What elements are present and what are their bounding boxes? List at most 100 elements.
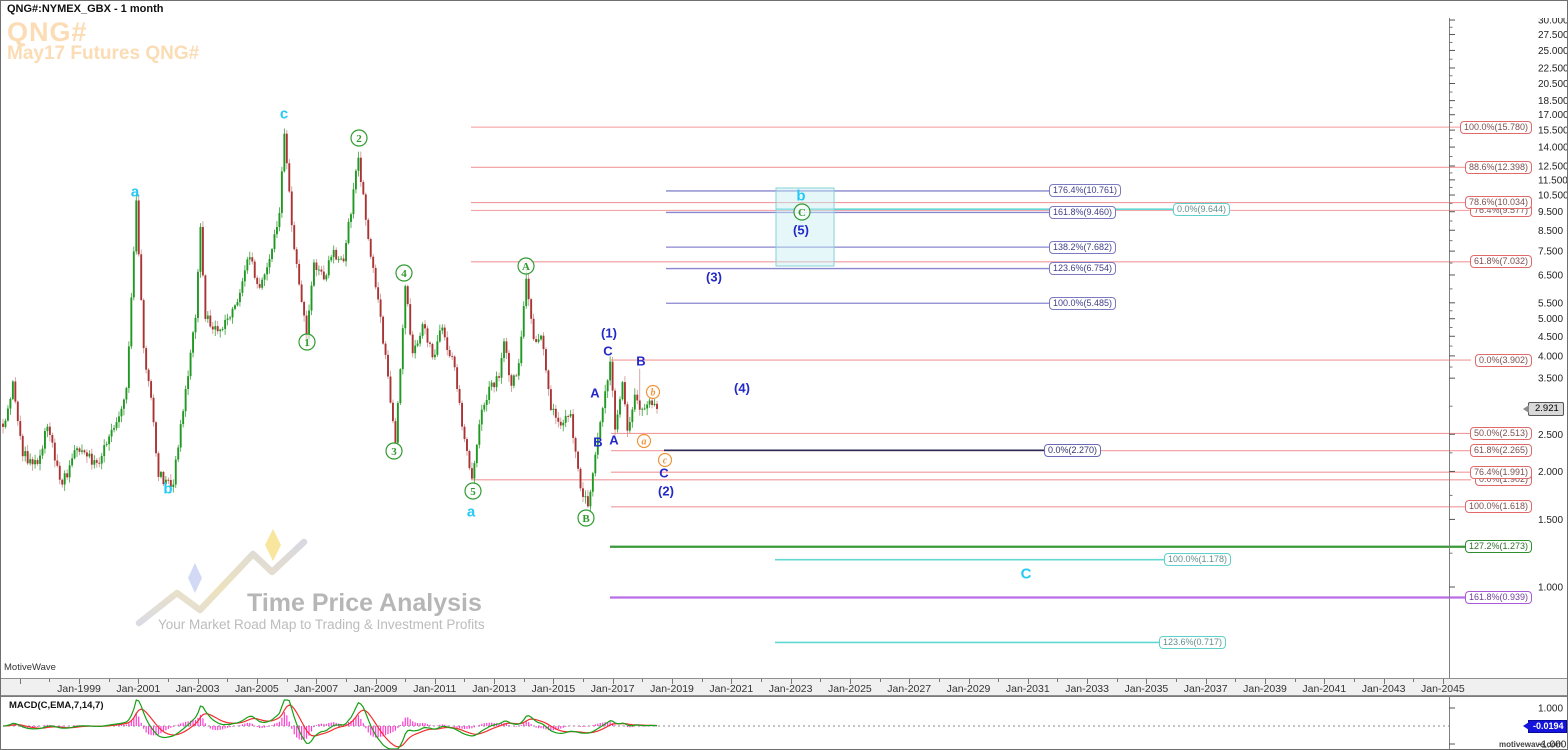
wave-label[interactable]: 4 xyxy=(395,264,413,282)
wave-label[interactable]: A xyxy=(609,433,619,448)
wave-label[interactable]: (2) xyxy=(658,484,674,499)
wave-label-text: c xyxy=(280,105,288,122)
candle-body xyxy=(4,420,7,427)
wave-label[interactable]: B xyxy=(593,435,602,450)
platform-watermark: MotiveWave xyxy=(4,662,56,673)
wave-label[interactable]: C xyxy=(659,466,669,481)
fib-level-label[interactable]: 0.0%(9.644) xyxy=(1173,202,1231,216)
candle-body xyxy=(26,451,29,464)
candle-body xyxy=(157,453,160,477)
wave-label[interactable]: (3) xyxy=(706,270,722,285)
candle-body xyxy=(258,283,261,288)
candle-body xyxy=(290,191,293,226)
wave-label[interactable]: B xyxy=(636,354,645,369)
time-axis[interactable]: Jan-1999 Jan-2001 Jan-2003 Jan-2005 Jan-2007… xyxy=(1,678,1567,696)
candle-body xyxy=(179,424,182,448)
fib-level-label[interactable]: 76.4%(1.991) xyxy=(1469,465,1532,479)
time-tick xyxy=(1442,679,1444,684)
fib-level-label[interactable]: 123.6%(0.717) xyxy=(1159,635,1227,649)
candle-body xyxy=(145,348,148,370)
wave-label[interactable]: 2 xyxy=(350,129,368,147)
time-tick xyxy=(553,679,555,684)
fib-level-label[interactable]: 0.0%(2.270) xyxy=(1044,443,1102,457)
fib-level-label[interactable]: 161.8%(9.460) xyxy=(1049,205,1117,219)
time-tick-label: Jan-2009 xyxy=(353,683,398,695)
wave-label[interactable]: C xyxy=(793,203,811,221)
price-tick-label: 7.500 xyxy=(1538,247,1563,258)
fib-level-label[interactable]: 100.0%(1.178) xyxy=(1164,553,1232,567)
macd-canvas[interactable]: 1.000 -1.000 xyxy=(1,697,1568,750)
fib-level-label[interactable]: 138.2%(7.682) xyxy=(1049,240,1117,254)
time-tick-label: Jan-2021 xyxy=(709,683,754,695)
macd-panel[interactable]: MACD(C,EMA,7,14,7) 1.000 -1.000 -0.0194 xyxy=(1,696,1568,750)
fib-level-label[interactable]: 61.8%(2.265) xyxy=(1469,444,1532,458)
wave-label[interactable]: (5) xyxy=(793,223,809,238)
fib-level-label[interactable]: 0.0%(3.902) xyxy=(1474,353,1532,367)
candle-body xyxy=(532,318,535,340)
wave-label[interactable]: A xyxy=(517,257,535,275)
selection-box[interactable] xyxy=(775,187,835,267)
candle-body xyxy=(515,375,518,377)
fib-level-label[interactable]: 88.6%(12.398) xyxy=(1464,160,1532,174)
wave-label[interactable]: c xyxy=(280,105,288,122)
candle-body xyxy=(322,271,325,280)
wave-label[interactable]: (1) xyxy=(601,326,617,341)
candle-body xyxy=(522,306,525,337)
candle-body xyxy=(61,479,64,485)
candle-body xyxy=(273,234,276,250)
candle-body xyxy=(325,275,328,280)
fib-level-label[interactable]: 123.6%(6.754) xyxy=(1049,262,1117,276)
candle-body xyxy=(140,254,143,301)
wave-label[interactable]: A xyxy=(590,386,600,401)
wave-label[interactable]: 1 xyxy=(298,333,316,351)
fib-level-label[interactable]: 100.0%(5.485) xyxy=(1049,296,1117,310)
time-tick xyxy=(1353,679,1355,682)
fib-level-label[interactable]: 100.0%(15.780) xyxy=(1459,120,1532,134)
time-tick xyxy=(405,679,407,682)
candle-body xyxy=(589,491,592,507)
candle-body xyxy=(579,468,582,489)
fib-level-label[interactable]: 176.4%(10.761) xyxy=(1049,184,1122,198)
fib-level-label[interactable]: 161.8%(0.939) xyxy=(1464,590,1532,604)
wave-label[interactable]: 3 xyxy=(385,442,403,460)
price-tick-label: 30.000 xyxy=(1538,18,1568,27)
candle-body xyxy=(29,459,32,464)
wave-label[interactable]: a xyxy=(131,183,140,200)
candle-body xyxy=(424,324,426,329)
candle-body xyxy=(540,335,542,340)
candle-body xyxy=(246,259,249,271)
time-tick-label: Jan-2033 xyxy=(1065,683,1109,695)
time-tick xyxy=(197,679,199,684)
macd-line xyxy=(2,699,658,749)
wave-label[interactable]: C xyxy=(603,344,613,359)
wave-label[interactable]: b xyxy=(796,187,805,204)
wave-label[interactable]: b xyxy=(163,480,172,497)
wave-label[interactable]: b xyxy=(645,384,661,400)
candle-body xyxy=(404,286,407,329)
time-tick xyxy=(1116,679,1118,682)
candle-body xyxy=(253,261,256,278)
wave-label[interactable]: a xyxy=(636,433,652,449)
main-chart-canvas[interactable]: Time Price Analysis Your Market Road Map… xyxy=(1,18,1568,678)
fib-level-label[interactable]: 78.6%(10.034) xyxy=(1464,196,1532,210)
wave-label[interactable]: 5 xyxy=(464,482,482,500)
fib-level-label[interactable]: 100.0%(1.618) xyxy=(1464,500,1532,514)
wave-label[interactable]: B xyxy=(577,509,595,527)
candle-body xyxy=(224,319,227,329)
candle-body xyxy=(461,402,463,427)
candle-body xyxy=(46,426,49,432)
wave-label[interactable]: C xyxy=(1021,565,1032,582)
candle-body xyxy=(160,471,162,477)
time-tick xyxy=(316,679,318,684)
wave-label[interactable]: (4) xyxy=(734,381,750,396)
fib-level-label[interactable]: 61.8%(7.032) xyxy=(1469,255,1532,269)
fib-level-label[interactable]: 50.0%(2.513) xyxy=(1469,426,1532,440)
candle-body xyxy=(572,414,575,438)
candle-body xyxy=(342,258,345,262)
wave-label[interactable]: a xyxy=(467,503,476,520)
candle-body xyxy=(409,304,412,335)
fib-level-label[interactable]: 127.2%(1.273) xyxy=(1464,540,1532,554)
candle-body xyxy=(162,471,165,485)
wave-label[interactable]: c xyxy=(657,452,673,468)
price-chart-area[interactable]: Time Price Analysis Your Market Road Map… xyxy=(1,1,1568,678)
